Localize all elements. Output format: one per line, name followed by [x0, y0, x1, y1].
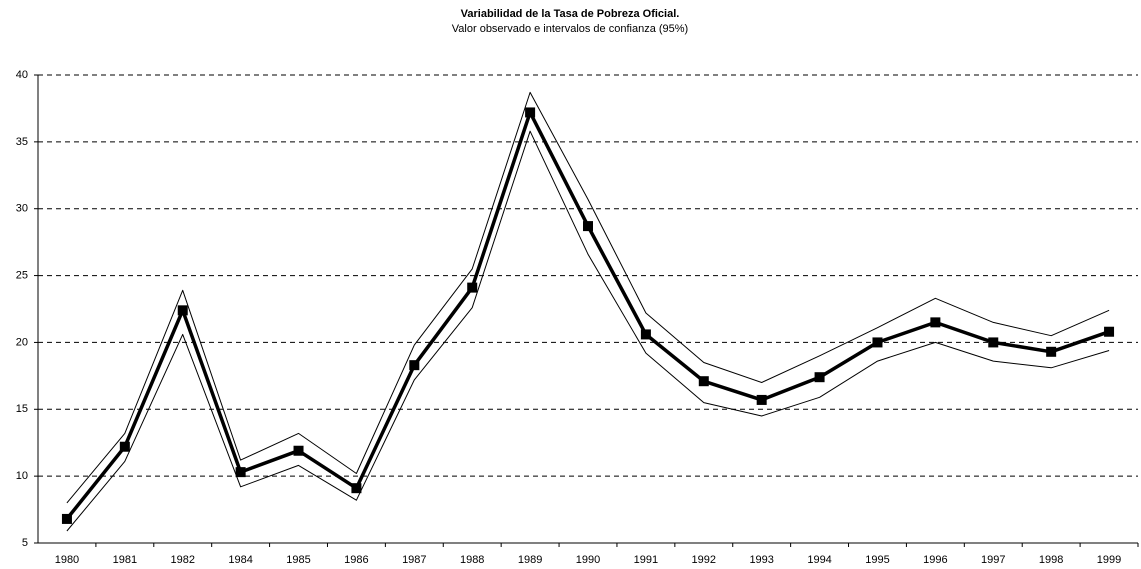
x-tick-label: 1999	[1097, 554, 1121, 566]
point-marker	[698, 376, 709, 387]
point-marker	[409, 360, 420, 371]
x-tick-label: 1996	[923, 554, 947, 566]
point-marker	[119, 441, 130, 452]
x-tick-label: 1992	[692, 554, 716, 566]
y-tick-label: 30	[16, 203, 28, 215]
x-tick-label: 1989	[518, 554, 542, 566]
point-marker	[583, 221, 593, 232]
point-marker	[351, 483, 362, 494]
x-tick-label: 1988	[460, 554, 484, 566]
x-tick-label: 1981	[113, 554, 137, 566]
x-tick-label: 1982	[170, 554, 194, 566]
x-tick-label: 1997	[981, 554, 1005, 566]
chart-subtitle: Valor observado e intervalos de confianz…	[452, 23, 688, 35]
point-marker	[293, 445, 304, 456]
point-marker	[872, 337, 883, 348]
point-marker	[988, 337, 999, 348]
point-marker	[1046, 346, 1057, 357]
x-tick-label: 1980	[55, 554, 79, 566]
x-tick-label: 1994	[807, 554, 831, 566]
y-tick-label: 5	[22, 537, 28, 549]
y-tick-label: 15	[16, 403, 28, 415]
series-line	[66, 91, 1110, 504]
x-tick-label: 1991	[634, 554, 658, 566]
x-tick-label: 1990	[576, 554, 600, 566]
point-marker	[525, 107, 536, 118]
series-line	[66, 130, 1110, 532]
point-marker	[467, 282, 478, 293]
x-tick-label: 1986	[344, 554, 368, 566]
point-marker	[177, 305, 188, 316]
y-tick-label: 20	[16, 336, 28, 348]
point-marker	[930, 317, 941, 328]
point-marker	[61, 513, 72, 524]
chart-title: Variabilidad de la Tasa de Pobreza Ofici…	[461, 8, 680, 20]
x-tick-label: 1984	[228, 554, 252, 566]
point-marker	[640, 329, 651, 340]
y-tick-label: 35	[16, 136, 28, 148]
series-line	[65, 110, 1110, 520]
x-tick-label: 1998	[1039, 554, 1063, 566]
x-tick-label: 1985	[286, 554, 310, 566]
x-tick-label: 1987	[402, 554, 426, 566]
point-marker	[756, 394, 767, 405]
x-tick-label: 1995	[865, 554, 889, 566]
point-marker	[235, 467, 246, 478]
y-tick-label: 40	[16, 69, 28, 81]
point-marker	[1104, 326, 1115, 337]
point-marker	[814, 372, 825, 383]
y-tick-label: 10	[16, 470, 28, 482]
y-tick-label: 25	[16, 269, 28, 281]
x-tick-label: 1993	[749, 554, 773, 566]
